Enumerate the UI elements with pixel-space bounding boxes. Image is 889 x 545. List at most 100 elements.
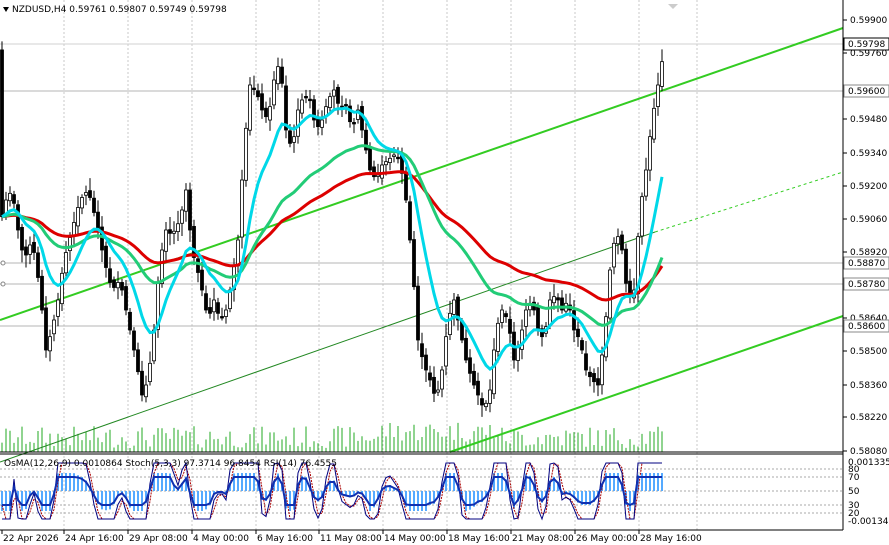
time-tick-label: 22 Apr 2026 (3, 534, 59, 544)
candle-body (384, 161, 388, 166)
ema-slow-line[interactable] (1, 170, 664, 302)
symbol-ohlc-label: NZDUSD,H4 0.59761 0.59807 0.59749 0.5979… (12, 5, 227, 15)
candle-body (508, 318, 512, 334)
candle-body (580, 340, 584, 351)
candle-body (104, 245, 108, 268)
candle-body (604, 316, 608, 358)
candle-body (616, 236, 620, 245)
price-axis: 0.59900 0.59760 0.59480 0.59340 0.59200 0.590… (843, 16, 887, 457)
level-markers (0, 260, 6, 287)
candle-body (268, 106, 272, 121)
candle-body (472, 370, 476, 386)
candle-body (328, 96, 332, 109)
candle-body (256, 90, 260, 98)
candle-body (208, 307, 212, 314)
candle-body (184, 189, 188, 212)
candle-body (456, 296, 460, 321)
indicator-tick-label: 80 (848, 465, 860, 475)
candle-body (300, 99, 304, 114)
price-tick-label: 0.58500 (850, 347, 887, 357)
stoch-main-line (2, 461, 662, 521)
candle-body (180, 209, 184, 224)
indicator-tick-label: 50 (848, 487, 860, 497)
chart-title: NZDUSD,H4 0.59761 0.59807 0.59749 0.5979… (3, 5, 227, 15)
candle-body (96, 211, 100, 231)
candle-body (432, 376, 436, 394)
price-tick-label: 0.58220 (850, 413, 887, 423)
candle-body (540, 328, 544, 338)
candle-body (116, 282, 120, 289)
candle-body (396, 156, 400, 160)
candle-body (376, 174, 380, 177)
candle-body (484, 402, 488, 408)
indicator-tick-label: 70 (848, 473, 860, 483)
time-tick-label: 4 May 00:00 (193, 534, 249, 544)
candle-body (236, 239, 240, 267)
candle-body (420, 343, 424, 358)
candle-body (80, 197, 84, 209)
candle-body (436, 389, 440, 393)
candle-body (220, 316, 224, 319)
candle-body (612, 242, 616, 268)
candle-body (592, 373, 596, 383)
candle-body (468, 357, 472, 374)
regression-channel[interactable] (0, 27, 844, 463)
price-tick-label: 0.59760 (850, 49, 887, 59)
candle-body (136, 349, 140, 373)
candle-body (332, 89, 336, 97)
candle-body (196, 258, 200, 273)
level-price-label: 0.58870 (848, 259, 885, 269)
candle-body (120, 282, 124, 291)
scroll-marker-icon[interactable] (668, 4, 678, 9)
indicator-title: OsMA(12,26,9) 0.0010864 Stoch(5,3,3) 97.… (4, 459, 337, 469)
candle-body (248, 84, 252, 131)
candle-body (272, 79, 276, 106)
candle-body (392, 154, 396, 157)
candle-body (292, 136, 296, 143)
candle-body (504, 313, 508, 318)
candle-body (24, 246, 28, 256)
indicator-tick-label: 0.0013353 (848, 458, 889, 468)
candle-body (584, 353, 588, 371)
candle-body (128, 311, 132, 331)
candle-body (308, 98, 312, 102)
ema-fast-line[interactable] (1, 106, 664, 372)
candle-body (12, 194, 16, 204)
level-marker (0, 260, 6, 266)
indicator-tick-label: 20 (848, 509, 860, 519)
candle-body (8, 192, 12, 202)
level-price-boxes: 0.59600 0.58870 0.58780 0.58600 (843, 84, 889, 333)
candle-body (412, 239, 416, 288)
volume-histogram (1, 422, 663, 452)
candle-body (452, 299, 456, 315)
candle-body (204, 293, 208, 311)
candle-body (428, 372, 432, 381)
indicator-tick-label: -0.001348 (848, 517, 889, 527)
candle-body (408, 201, 412, 241)
candle-body (320, 119, 324, 128)
price-tick-label: 0.59060 (850, 215, 887, 225)
candle-body (488, 389, 492, 404)
current-price-box: 0.59798 (843, 37, 889, 51)
candle-body (52, 319, 56, 335)
candle-body (0, 49, 4, 218)
candle-body (48, 336, 52, 352)
ema-mid-line[interactable] (1, 144, 664, 327)
candle-body (464, 337, 468, 361)
candle-body (652, 107, 656, 140)
candle-body (32, 241, 36, 253)
time-tick-label: 28 May 16:00 (640, 534, 702, 544)
time-tick-label: 26 May 00:00 (576, 534, 638, 544)
current-price-label: 0.59798 (848, 40, 885, 50)
time-tick-label: 24 Apr 16:00 (65, 534, 124, 544)
candle-body (660, 61, 664, 87)
candle-body (260, 93, 264, 111)
candle-body (288, 130, 292, 144)
candle-body (148, 362, 152, 383)
level-price-label: 0.58780 (848, 280, 885, 290)
candle-body (152, 329, 156, 362)
candle-body (444, 336, 448, 367)
candle-body (656, 84, 660, 107)
candle-body (200, 269, 204, 291)
